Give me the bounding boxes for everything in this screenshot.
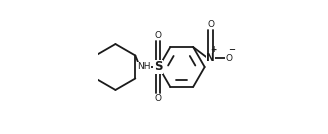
Text: N: N [206,53,215,64]
Text: S: S [154,60,162,74]
Text: −: − [228,45,236,54]
Text: O: O [207,20,214,29]
Text: O: O [154,94,162,103]
Text: O: O [225,54,233,63]
Text: NH: NH [137,62,151,72]
Text: +: + [210,45,216,54]
Text: O: O [154,31,162,40]
